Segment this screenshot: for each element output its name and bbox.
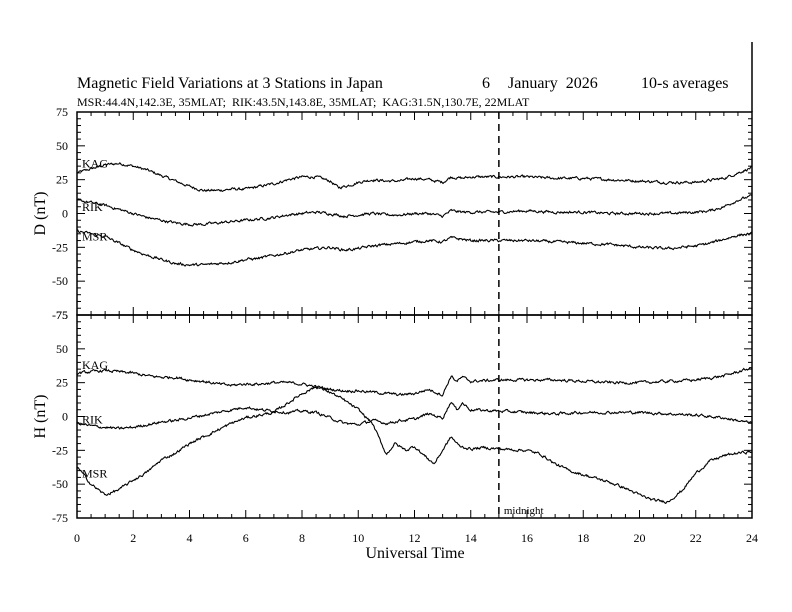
series-label-D-RIK: RIK: [82, 200, 103, 214]
y-tick-label-D-25: 25: [56, 173, 68, 187]
panel-frame-H: [76, 314, 753, 519]
x-tick-label-10: 10: [352, 531, 364, 545]
x-tick-label-4: 4: [187, 531, 193, 545]
y-tick-label-D-0: 0: [62, 207, 68, 221]
series-line-D-MSR: [76, 229, 753, 267]
y-tick-label-H--50: -50: [52, 477, 68, 491]
x-tick-label-22: 22: [690, 531, 702, 545]
y-axis-label-H: H (nT): [32, 395, 49, 439]
x-tick-label-14: 14: [465, 531, 477, 545]
series-line-D-KAG: [76, 162, 753, 193]
y-tick-label-D-50: 50: [56, 139, 68, 153]
chart-title: Magnetic Field Variations at 3 Stations …: [77, 75, 383, 92]
x-tick-label-0: 0: [74, 531, 80, 545]
stations-info: MSR:44.4N,142.3E, 35MLAT; RIK:43.5N,143.…: [77, 95, 530, 109]
series-label-H-MSR: MSR: [82, 466, 107, 480]
x-tick-label-6: 6: [243, 531, 249, 545]
series-label-H-RIK: RIK: [82, 412, 103, 426]
chart-averaging: 10-s averages: [641, 75, 729, 92]
y-tick-label-H-0: 0: [62, 410, 68, 424]
y-tick-label-H--25: -25: [52, 443, 68, 457]
y-tick-label-H-50: 50: [56, 342, 68, 356]
midnight-label: midnight: [504, 505, 544, 517]
chart-date-month-year: January 2026: [508, 75, 598, 92]
x-tick-label-18: 18: [577, 531, 589, 545]
plot-layer: 75 50 25 0 -25 -50 -75 D (nT) KAG RIK MSR 75 50 25 0 -2…: [32, 105, 758, 545]
y-tick-label-D--75: -75: [52, 308, 68, 322]
y-tick-label-D--50: -50: [52, 274, 68, 288]
x-tick-label-16: 16: [521, 531, 533, 545]
x-tick-label-20: 20: [634, 531, 646, 545]
y-tick-label-D--25: -25: [52, 240, 68, 254]
series-label-D-KAG: KAG: [82, 156, 108, 170]
y-tick-label-H--75: -75: [52, 511, 68, 525]
x-tick-label-2: 2: [130, 531, 136, 545]
series-line-H-MSR: [76, 386, 753, 505]
series-line-H-KAG: [76, 367, 753, 397]
series-line-D-RIK: [76, 194, 753, 227]
x-tick-label-12: 12: [409, 531, 421, 545]
series-line-H-RIK: [76, 401, 753, 430]
x-tick-label-24: 24: [746, 531, 758, 545]
series-label-H-KAG: KAG: [82, 358, 108, 372]
x-axis-label: Universal Time: [365, 545, 464, 562]
series-label-D-MSR: MSR: [82, 230, 107, 244]
y-tick-label-H-25: 25: [56, 376, 68, 390]
x-tick-label-8: 8: [299, 531, 305, 545]
chart-date-day: 6: [482, 75, 490, 92]
y-tick-label-H-75: 75: [56, 308, 68, 322]
y-axis-label-D: D (nT): [32, 192, 49, 236]
y-tick-label-D-75: 75: [56, 105, 68, 119]
